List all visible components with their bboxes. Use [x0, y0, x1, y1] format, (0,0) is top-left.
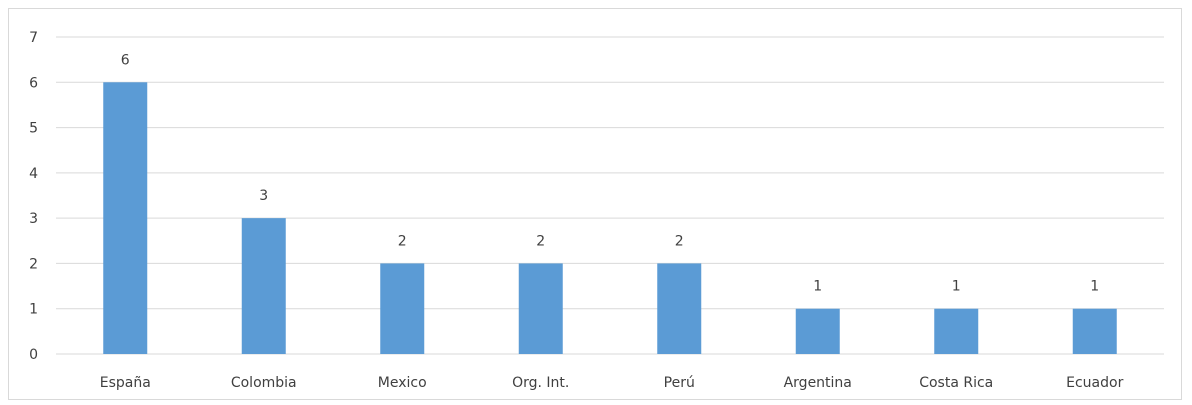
data-label: 2: [536, 233, 545, 249]
y-tick-label: 2: [29, 256, 38, 272]
data-label: 2: [675, 233, 684, 249]
y-tick-label: 4: [29, 166, 38, 182]
bars: [103, 82, 1117, 355]
bar: [380, 263, 425, 354]
y-tick-label: 1: [29, 302, 38, 318]
category-label: Colombia: [231, 375, 297, 391]
category-label: Costa Rica: [919, 375, 993, 391]
y-tick-label: 3: [29, 211, 38, 227]
x-axis-categories: España Colombia Mexico Org. Int. Perú Argenti…: [100, 375, 1124, 391]
category-label: España: [100, 375, 151, 391]
data-label: 1: [952, 279, 961, 295]
bar: [795, 308, 840, 354]
data-labels: 6 3 2 2 2 1 1 1: [121, 52, 1099, 294]
category-label: Mexico: [378, 375, 427, 391]
y-axis-ticks: 0 1 2 3 4 5 6 7: [29, 30, 38, 363]
category-label: Org. Int.: [512, 375, 569, 391]
data-label: 1: [1090, 279, 1099, 295]
gridlines: [56, 36, 1164, 355]
y-tick-label: 7: [29, 30, 38, 46]
bar: [241, 218, 286, 354]
y-tick-label: 0: [29, 347, 38, 363]
y-tick-label: 5: [29, 121, 38, 137]
chart-frame: [8, 8, 1182, 400]
bar: [103, 82, 148, 355]
category-label: Argentina: [784, 375, 852, 391]
data-label: 2: [398, 233, 407, 249]
category-label: Perú: [664, 375, 695, 391]
bar: [1072, 308, 1117, 354]
data-label: 1: [813, 279, 822, 295]
bar: [518, 263, 563, 354]
bar: [934, 308, 979, 354]
data-label: 6: [121, 52, 130, 68]
category-label: Ecuador: [1066, 375, 1123, 391]
data-label: 3: [259, 188, 268, 204]
bar: [657, 263, 702, 354]
y-tick-label: 6: [29, 75, 38, 91]
